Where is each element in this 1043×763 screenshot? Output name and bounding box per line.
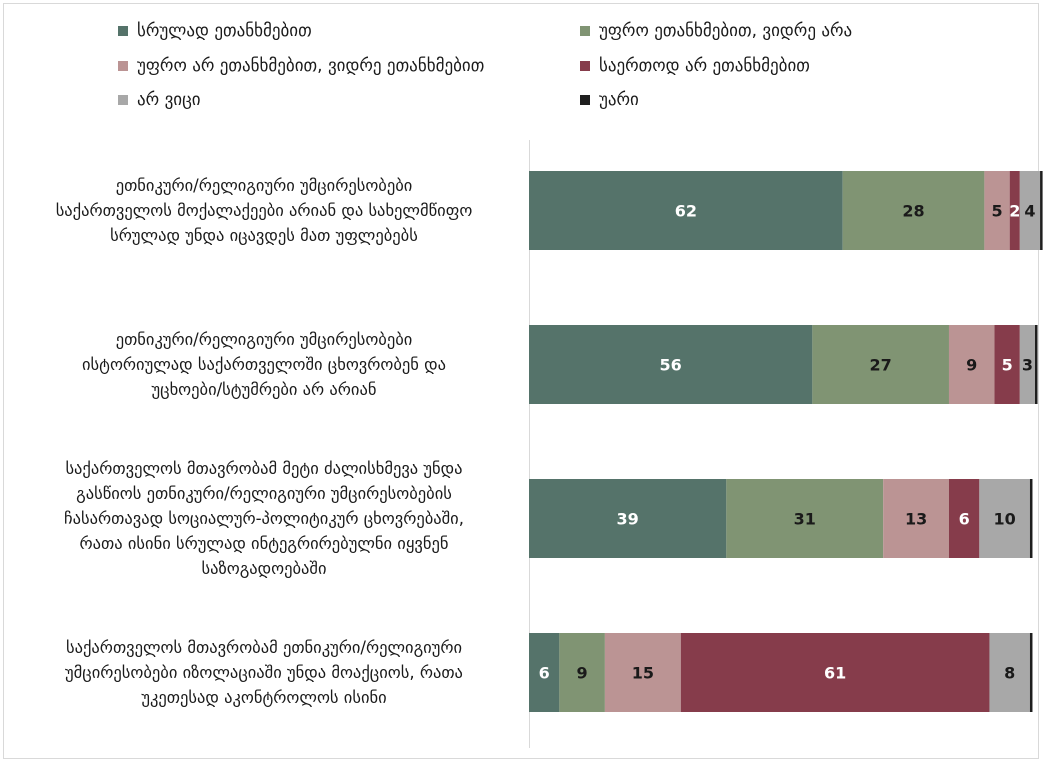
category-label-line: საზოგადოებაში [201, 559, 327, 578]
bar-segment [726, 479, 884, 558]
legend-item: სრულად ეთანხმებით [118, 21, 312, 41]
bar-segment [529, 171, 843, 250]
legend-item: უფრო არ ეთანხმებით, ვიდრე ეთანხმებით [118, 56, 484, 76]
legend-swatch [118, 95, 128, 105]
bar-segment [1019, 325, 1035, 404]
data-label: 8 [1004, 664, 1015, 683]
category-label-line: გასწიოს ეთნიკური/რელიგიური უმცირესობების [76, 484, 452, 503]
category-label: საქართველოს მთავრობამ ეთნიკური/რელიგიური… [10, 635, 518, 710]
legend-label: უფრო არ ეთანხმებით, ვიდრე ეთანხმებით [137, 56, 485, 76]
bar-segment [989, 633, 1030, 712]
bar-segment [979, 479, 1030, 558]
category-label-line: ეთნიკური/რელიგიური უმცირესობები [115, 176, 413, 195]
bar-segment [529, 325, 813, 404]
legend-swatch [118, 61, 128, 71]
data-label: 61 [824, 664, 846, 683]
data-label: 15 [632, 664, 654, 683]
data-label: 2 [1009, 202, 1020, 221]
legend-swatch [580, 95, 590, 105]
legend-swatch [118, 26, 128, 36]
data-label: 62 [675, 202, 697, 221]
category-label-line: ისტორიულად საქართველოში ცხოვრობენ და [81, 355, 447, 374]
legend-item: საერთოდ არ ეთანხმებით [580, 56, 810, 76]
legend-swatch [580, 26, 590, 36]
category-label-line: რათა ისინი სრულად ინტეგრირებულნი იყვნენ [79, 534, 449, 553]
legend-item: უარი [580, 90, 639, 110]
category-label: ეთნიკური/რელიგიური უმცირესობები საქართველ… [10, 173, 518, 248]
legend-label: უფრო ეთანხმებით, ვიდრე არა [599, 21, 853, 41]
bar-segment [994, 325, 1020, 404]
category-label-line: უკეთესად აკონტროლოს ისინი [141, 688, 387, 707]
category-label-line: საქართველოს მოქალაქეები არიან და სახელმწ… [55, 201, 473, 220]
data-label: 13 [905, 510, 927, 529]
data-label: 9 [577, 664, 588, 683]
bar-segment [842, 171, 985, 250]
data-label: 9 [966, 356, 977, 375]
data-label: 4 [1024, 202, 1035, 221]
legend: სრულად ეთანხმებით უფრო ეთანხმებით, ვიდრე … [0, 0, 1043, 120]
bar-segment [984, 171, 1010, 250]
data-label: 39 [617, 510, 639, 529]
category-label: ეთნიკური/რელიგიური უმცირესობები ისტორიულა… [10, 327, 518, 402]
bar-segment [1019, 171, 1041, 250]
data-label: 31 [794, 510, 816, 529]
legend-label: უარი [599, 90, 639, 110]
legend-label: სრულად ეთანხმებით [137, 21, 312, 41]
bar-segment [948, 325, 995, 404]
category-label-line: უმცირესობები იზოლაციაში უნდა მოაქციოს, რ… [65, 663, 463, 682]
legend-item: არ ვიცი [118, 90, 201, 110]
bar-segment [604, 633, 681, 712]
bar-segment [1029, 479, 1033, 558]
data-label: 5 [991, 202, 1002, 221]
legend-swatch [580, 61, 590, 71]
bar-segment [529, 479, 727, 558]
category-label-line: ეთნიკური/რელიგიური უმცირესობები [115, 330, 413, 349]
category-label: საქართველოს მთავრობამ მეტი ძალისხმევა უნ… [10, 456, 518, 581]
bar-segment [680, 633, 990, 712]
bar-segment [1040, 171, 1043, 250]
bar-segment [559, 633, 605, 712]
data-label: 10 [994, 510, 1016, 529]
data-label: 6 [539, 664, 550, 683]
data-label: 5 [1002, 356, 1013, 375]
data-label: 56 [660, 356, 682, 375]
category-label-line: საქართველოს მთავრობამ მეტი ძალისხმევა უნ… [65, 459, 463, 478]
data-label: 28 [902, 202, 924, 221]
legend-item: უფრო ეთანხმებით, ვიდრე არა [580, 21, 852, 41]
bar-segment [883, 479, 949, 558]
legend-label: საერთოდ არ ეთანხმებით [599, 56, 810, 76]
bar-segment [1035, 325, 1038, 404]
category-label-line: ჩასართავად სოციალურ-პოლიტიკურ ცხოვრებაში… [64, 509, 464, 528]
category-label-line: საქართველოს მთავრობამ ეთნიკური/რელიგიური [65, 638, 463, 657]
bar-segment [812, 325, 949, 404]
data-label: 3 [1022, 356, 1033, 375]
data-label: 6 [959, 510, 970, 529]
bar-segment [529, 633, 560, 712]
legend-label: არ ვიცი [137, 90, 201, 110]
chart-frame [3, 3, 1039, 759]
data-label: 27 [870, 356, 892, 375]
category-label-line: სრულად უნდა იცავდეს მათ უფლებებს [110, 226, 418, 245]
category-label-line: უცხოები/სტუმრები არ არიან [151, 380, 377, 399]
bar-segment [948, 479, 980, 558]
bar-segment [1009, 171, 1020, 250]
bar-segment [1029, 633, 1033, 712]
